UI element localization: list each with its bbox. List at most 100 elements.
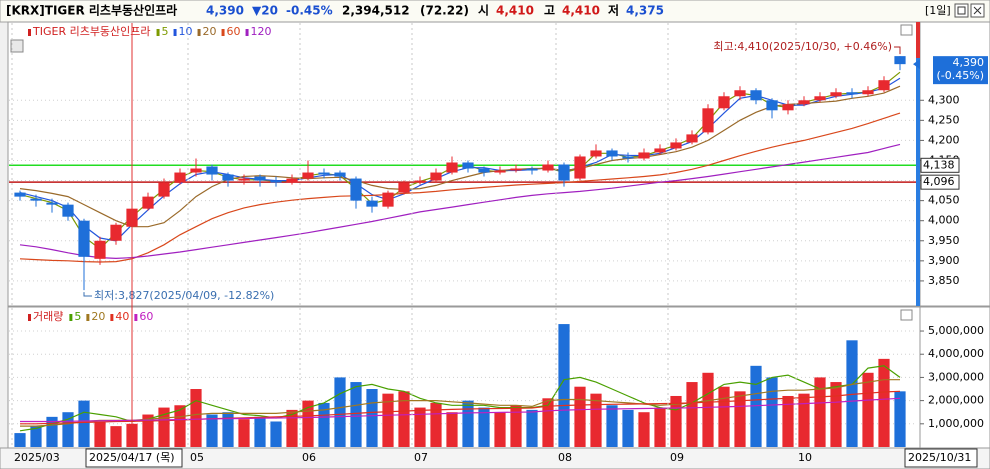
volume-bar bbox=[734, 391, 746, 447]
volume-bar bbox=[862, 372, 874, 447]
candle-body bbox=[30, 198, 42, 201]
candle-body bbox=[654, 148, 666, 153]
high: 4,410 bbox=[562, 4, 600, 18]
volume-bar bbox=[46, 416, 58, 447]
candle-body bbox=[382, 192, 394, 207]
pane-button[interactable] bbox=[900, 309, 913, 321]
volume-bar bbox=[478, 407, 490, 447]
x-tick-label: 07 bbox=[414, 451, 428, 464]
low-label: 저 bbox=[608, 3, 619, 18]
y-tick-label: 4,200 bbox=[928, 133, 960, 146]
hline-label: 4,096 bbox=[923, 175, 955, 188]
volume-ratio: (72.22) bbox=[420, 4, 469, 18]
legend-title: 거래량 bbox=[33, 310, 63, 323]
volume-bar bbox=[366, 389, 378, 447]
y-tick-label: 4,250 bbox=[928, 113, 960, 126]
y-tick-label: 1,000,000 bbox=[928, 417, 984, 430]
legend-item: 20 bbox=[203, 25, 217, 38]
volume-bar bbox=[622, 409, 634, 447]
ma-line bbox=[19, 112, 901, 263]
volume-bar bbox=[382, 393, 394, 447]
candle-body bbox=[526, 168, 538, 171]
volume-bar bbox=[574, 386, 586, 447]
volume-bar bbox=[462, 400, 474, 447]
legend-swatch bbox=[156, 29, 160, 36]
legend-item: 10 bbox=[179, 25, 193, 38]
candle-body bbox=[542, 164, 554, 171]
high-label: 고 bbox=[544, 4, 555, 18]
legend-item: 60 bbox=[227, 25, 241, 38]
period[interactable]: [1일] bbox=[925, 3, 951, 17]
volume-bar bbox=[542, 398, 554, 447]
volume-bar bbox=[494, 412, 506, 447]
low-pointer bbox=[83, 292, 92, 297]
legend-swatch bbox=[197, 29, 201, 36]
scroll-bar[interactable] bbox=[916, 22, 920, 306]
volume-bar bbox=[766, 377, 778, 447]
hline-label: 4,138 bbox=[923, 158, 955, 171]
volume-bar bbox=[14, 433, 26, 447]
candle-body bbox=[414, 180, 426, 183]
volume-bar bbox=[446, 412, 458, 447]
price: 4,390 bbox=[206, 4, 244, 18]
legend-item: 20 bbox=[91, 310, 105, 323]
candle-body bbox=[302, 172, 314, 179]
candle-body bbox=[574, 156, 586, 179]
volume-bar bbox=[750, 365, 762, 447]
legend-swatch bbox=[69, 314, 73, 321]
volume-bar bbox=[590, 393, 602, 447]
candle-body bbox=[398, 182, 410, 193]
y-tick-label: 4,050 bbox=[928, 194, 960, 207]
high-annotation: 최고:4,410(2025/10/30, +0.46%) bbox=[713, 40, 892, 53]
volume-bar bbox=[718, 386, 730, 447]
y-tick-label: 4,000,000 bbox=[928, 347, 984, 360]
volume-bar bbox=[350, 382, 362, 447]
volume-bar bbox=[686, 382, 698, 447]
restore-icon bbox=[957, 6, 966, 15]
candle-body bbox=[558, 164, 570, 181]
volume-bar bbox=[654, 407, 666, 447]
candle-body bbox=[94, 240, 106, 259]
candle-body bbox=[270, 180, 282, 183]
ma-line bbox=[20, 379, 900, 427]
volume: 2,394,512 bbox=[342, 4, 410, 18]
volume-bar bbox=[94, 421, 106, 447]
candle-body bbox=[462, 162, 474, 169]
candle-body bbox=[318, 172, 330, 175]
candle-body bbox=[510, 168, 522, 171]
hline-label-box bbox=[920, 174, 960, 190]
pane-icon bbox=[10, 39, 24, 53]
volume-bar bbox=[302, 400, 314, 447]
candle-body bbox=[734, 90, 746, 97]
legend-item: 40 bbox=[115, 310, 129, 323]
x-tick-label: 2025/10/31 bbox=[908, 451, 971, 464]
candle-body bbox=[686, 134, 698, 143]
volume-bar bbox=[270, 421, 282, 447]
pane-button[interactable] bbox=[900, 24, 913, 36]
legend-swatch bbox=[110, 314, 114, 321]
x-tick-label: 05 bbox=[190, 451, 204, 464]
current-price-label: 4,390 bbox=[953, 56, 985, 69]
candle-body bbox=[862, 90, 874, 95]
volume-bar bbox=[702, 372, 714, 447]
legend-swatch bbox=[86, 314, 90, 321]
candle-body bbox=[782, 104, 794, 111]
open-label: 시 bbox=[478, 4, 489, 18]
candle-body bbox=[190, 168, 202, 173]
legend-title: TIGER 리츠부동산인프라 bbox=[32, 25, 151, 38]
volume-bar bbox=[62, 412, 74, 447]
ma-line bbox=[19, 143, 901, 260]
restore-button[interactable] bbox=[954, 3, 969, 18]
volume-bar bbox=[206, 414, 218, 447]
candle-body bbox=[430, 172, 442, 181]
volume-bar bbox=[830, 382, 842, 447]
candle-body bbox=[254, 176, 266, 181]
candle-body bbox=[670, 142, 682, 149]
close-icon bbox=[973, 6, 982, 15]
volume-bar bbox=[526, 409, 538, 447]
scroll-marker bbox=[916, 22, 920, 58]
volume-bar bbox=[174, 405, 186, 447]
volume-bar bbox=[782, 395, 794, 447]
volume-bar bbox=[30, 426, 42, 447]
legend-swatch bbox=[134, 314, 138, 321]
